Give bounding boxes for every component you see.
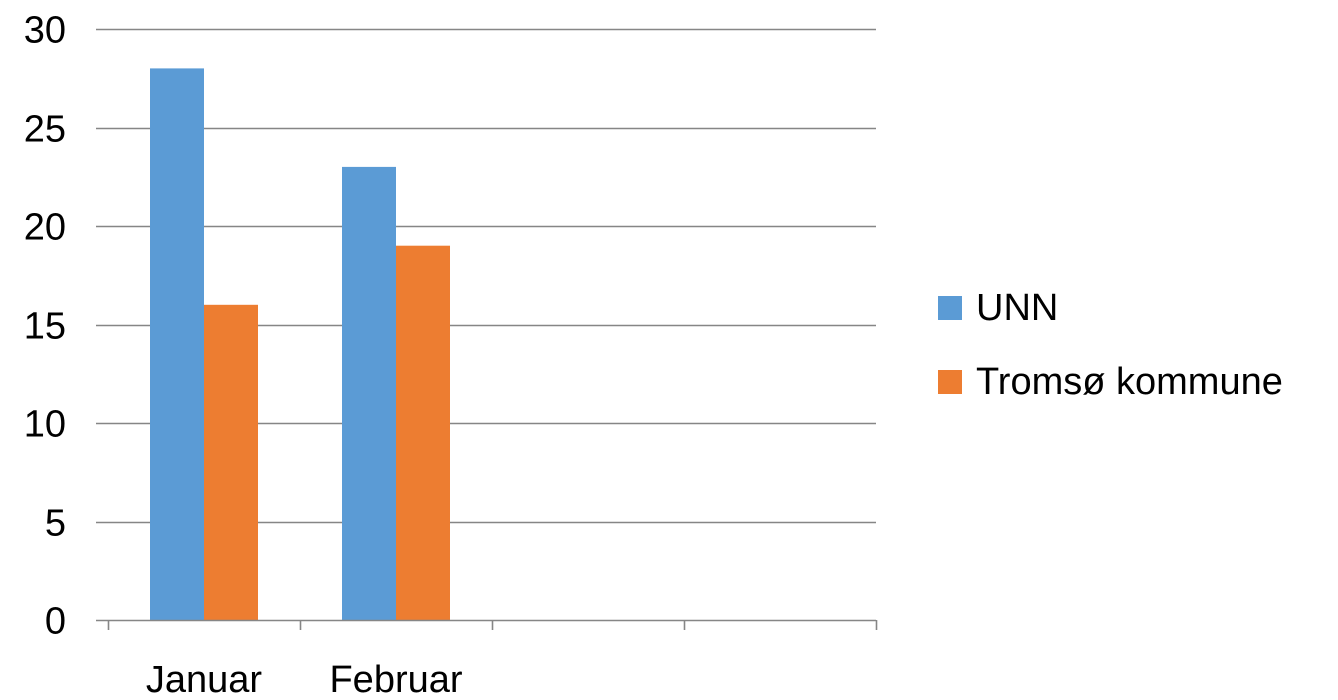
y-tick-label: 20: [24, 207, 66, 249]
y-axis-tick-labels: 0 5 10 15 20 25 30: [24, 10, 66, 643]
legend-label: UNN: [976, 287, 1058, 329]
legend-label: Tromsø kommune: [976, 361, 1283, 403]
x-tick-label: Januar: [146, 659, 263, 700]
x-axis-tick-labels: Januar Februar: [146, 659, 463, 700]
y-tick-label: 30: [24, 10, 66, 52]
bar: [342, 166, 396, 620]
legend-swatch: [938, 370, 962, 394]
bars: [150, 68, 450, 620]
bar: [204, 304, 258, 620]
bar: [150, 68, 204, 620]
y-tick-label: 0: [45, 601, 66, 643]
legend-swatch: [938, 296, 962, 320]
x-axis: [96, 619, 878, 630]
bar: [396, 245, 450, 620]
y-tick-label: 15: [24, 306, 66, 348]
y-tick-label: 25: [24, 109, 66, 151]
legend: UNN Tromsø kommune: [938, 287, 1283, 403]
y-tick-label: 5: [45, 503, 66, 545]
y-tick-label: 10: [24, 404, 66, 446]
x-tick-label: Februar: [329, 659, 462, 700]
